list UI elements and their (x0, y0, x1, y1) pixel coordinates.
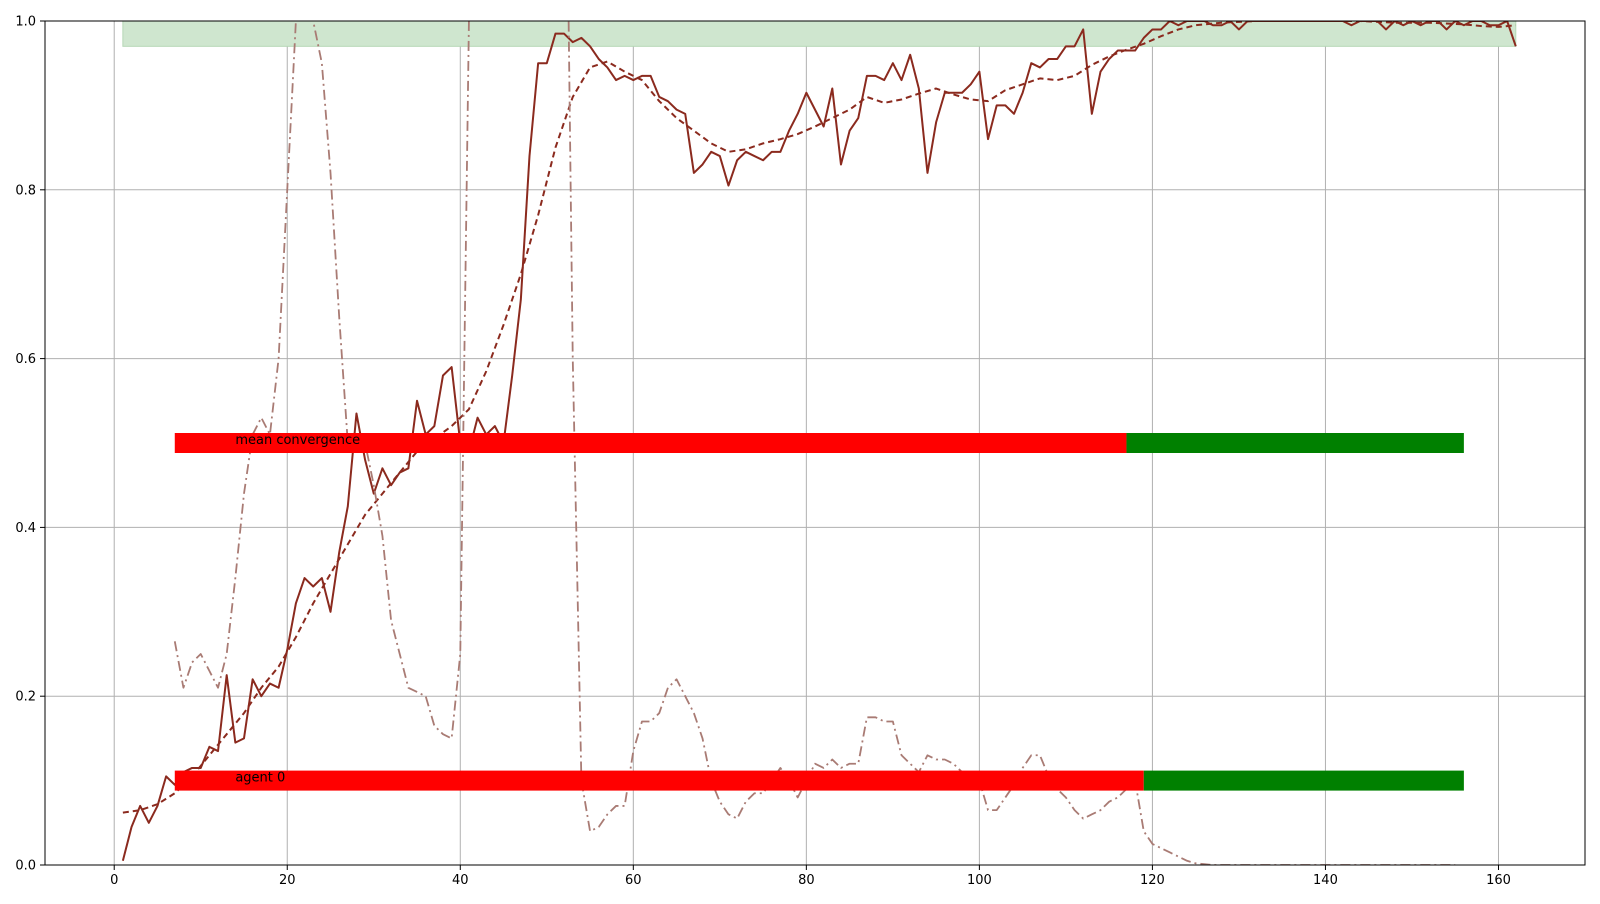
bar-layer: mean convergence agent 0 (174, 433, 1464, 791)
x-tick-label: 80 (798, 873, 815, 888)
y-tick-label: 0.4 (15, 521, 36, 536)
status-bar-red (174, 770, 1144, 791)
status-bar-green (1126, 433, 1464, 453)
y-tick-label: 0.8 (15, 183, 36, 198)
x-tick-label: 0 (110, 873, 118, 888)
status-bar-red (174, 433, 1127, 453)
x-tick-label: 100 (967, 873, 992, 888)
convergence-band (122, 20, 1517, 47)
x-tick-label: 140 (1313, 873, 1338, 888)
status-bar-label: mean convergence (235, 433, 360, 448)
series-line-dashed (122, 21, 1516, 814)
band-layer (122, 20, 1517, 47)
x-tick-label: 20 (279, 873, 296, 888)
y-tick-label: 0.0 (15, 859, 36, 874)
status-bar-green (1143, 770, 1464, 791)
status-bar-label: agent 0 (235, 771, 285, 786)
y-tick-label: 0.2 (15, 690, 36, 705)
x-tick-label: 120 (1140, 873, 1165, 888)
series-line-solid (121, 21, 1517, 862)
y-tick-label: 1.0 (15, 15, 36, 30)
tick-layer: 0 20 40 60 80 100 120 140 160 0.0 0.2 0.4 0.6 0.8 1.0 (15, 15, 1511, 889)
y-tick-label: 0.6 (15, 352, 36, 367)
x-tick-label: 160 (1486, 873, 1511, 888)
plot-frame (44, 20, 1586, 866)
x-tick-label: 60 (625, 873, 642, 888)
x-tick-label: 40 (452, 873, 469, 888)
